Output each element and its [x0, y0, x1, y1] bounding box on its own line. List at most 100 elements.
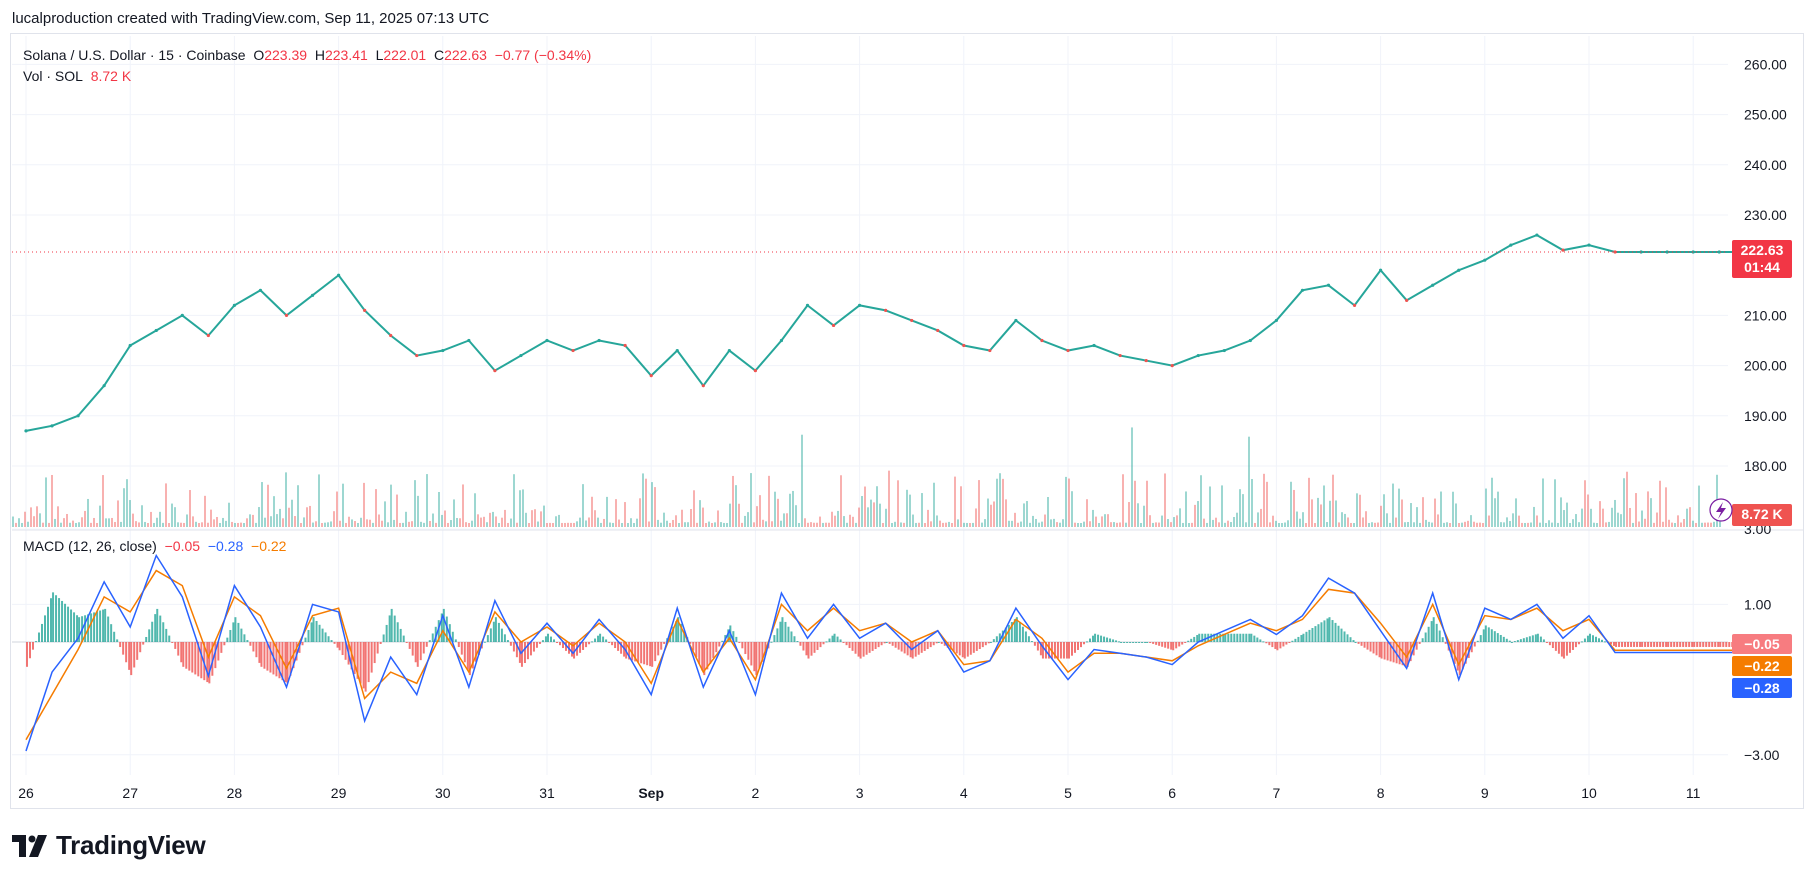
volume-bar [504, 509, 506, 527]
volume-bar [615, 499, 617, 527]
volume-bar [975, 508, 977, 527]
macd-histogram-bar [125, 642, 128, 663]
volume-bar [1335, 500, 1337, 527]
volume-bar [1671, 522, 1673, 527]
price-tick-label: 260.00 [1744, 56, 1787, 72]
symbol-name[interactable]: Solana / U.S. Dollar · 15 · Coinbase [23, 47, 246, 63]
macd-histogram-bar [1071, 642, 1073, 656]
volume-bar [624, 502, 626, 527]
x-tick-label: 2 [752, 785, 760, 801]
volume-bar [1140, 522, 1142, 527]
macd-histogram-bar [1565, 642, 1568, 656]
macd-histogram-bar [503, 634, 506, 642]
macd-histogram-bar [445, 616, 448, 642]
volume-bar [507, 522, 509, 527]
macd-histogram-bar [1288, 642, 1291, 643]
macd-histogram-bar [1248, 633, 1251, 642]
price-point [1222, 348, 1226, 353]
tradingview-logo-icon [12, 834, 47, 857]
macd-histogram-bar [1161, 642, 1164, 647]
volume-bar [1257, 512, 1259, 527]
macd-label[interactable]: MACD (12, 26, close) [23, 538, 157, 554]
volume-bar [51, 474, 53, 527]
volume-bar [282, 518, 284, 527]
volume-bar [813, 522, 815, 527]
volume-bar [1713, 521, 1715, 527]
x-tick-label: 4 [960, 785, 968, 801]
macd-histogram-bar [544, 636, 547, 642]
volume-bar [642, 473, 644, 527]
volume-bar [387, 522, 389, 527]
macd-histogram-bar [640, 642, 643, 664]
tradingview-logo[interactable]: TradingView [12, 830, 206, 861]
macd-histogram-bar [1100, 635, 1103, 642]
macd-histogram-bar [1178, 642, 1181, 647]
price-point [831, 323, 836, 328]
volume-bar [1269, 522, 1271, 527]
volume-bar [465, 522, 467, 527]
volume-bar [1506, 517, 1508, 527]
volume-bar [612, 522, 614, 527]
volume-bar [1281, 522, 1283, 527]
price-point [1014, 318, 1018, 323]
macd-histogram-bar [327, 636, 330, 642]
macd-histogram-bar [1534, 634, 1537, 642]
macd-histogram-bar [246, 640, 249, 642]
volume-bar [1386, 513, 1388, 527]
volume-bar [1635, 493, 1637, 527]
volume-bar [1305, 522, 1307, 527]
volume-bar [1434, 498, 1436, 527]
volume-bar [732, 475, 734, 527]
price-point [597, 338, 601, 343]
macd-histogram-bar [1129, 642, 1132, 643]
macd-histogram-bar [880, 642, 883, 646]
macd-histogram-bar [807, 642, 810, 659]
macd-histogram-bar [747, 642, 750, 660]
volume-bar [1320, 504, 1322, 527]
volume-bar [570, 522, 572, 527]
volume-bar [747, 512, 749, 527]
volume-label[interactable]: Vol · SOL [23, 68, 83, 84]
macd-histogram-bar [646, 642, 649, 666]
macd-histogram-bar [174, 642, 177, 649]
macd-histogram-bar [1719, 642, 1722, 647]
volume-bar [468, 522, 470, 527]
macd-histogram-bar [885, 642, 888, 643]
volume-bar [891, 522, 893, 527]
volume-bar [1449, 522, 1451, 527]
volume-bar [420, 521, 422, 527]
macd-histogram-bar [1636, 642, 1639, 647]
macd-histogram-bar [523, 642, 526, 664]
macd-histogram-bar [1705, 642, 1708, 647]
macd-histogram-bar [1392, 642, 1395, 663]
volume-bar [912, 514, 914, 527]
volume-bar [330, 521, 332, 527]
volume-bar [1062, 519, 1064, 527]
macd-histogram-bar [376, 642, 379, 654]
volume-bar [987, 498, 989, 527]
volume-bar [1332, 474, 1334, 527]
macd-histogram-bar [1490, 629, 1493, 642]
macd-histogram-bar [295, 642, 298, 661]
macd-histogram-bar [76, 615, 79, 642]
volume-bar [1278, 522, 1280, 527]
volume-bar [903, 522, 905, 527]
macd-histogram-bar [1024, 631, 1027, 642]
volume-bar [594, 510, 596, 527]
volume-bar [153, 522, 155, 527]
macd-histogram-bar [1682, 642, 1685, 647]
macd-histogram-bar [1334, 622, 1337, 642]
volume-bar [549, 522, 551, 527]
lightning-icon-glyph [1716, 502, 1726, 519]
volume-bar [1470, 515, 1472, 527]
macd-histogram-bar [1604, 641, 1606, 643]
volume-bar [258, 507, 260, 527]
macd-histogram-bar [1001, 630, 1004, 642]
volume-bar [1407, 522, 1409, 527]
volume-bar [345, 522, 347, 527]
volume-bar [453, 499, 455, 527]
macd-histogram-bar [336, 642, 339, 648]
volume-bar [1596, 522, 1598, 527]
volume-bar [1284, 522, 1286, 527]
